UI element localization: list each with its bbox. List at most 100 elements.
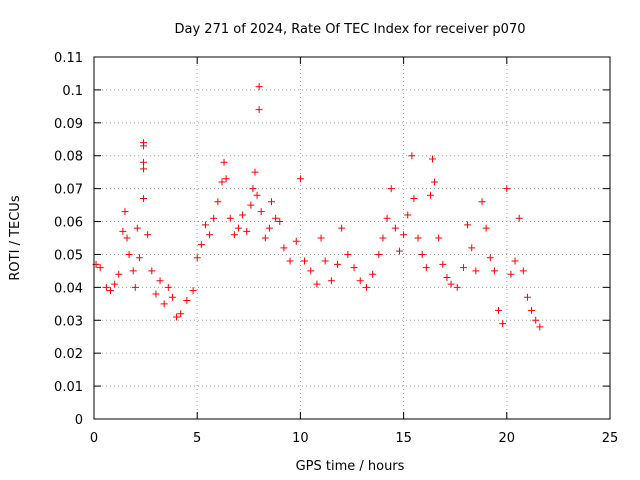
data-point xyxy=(431,178,439,186)
chart-title: Day 271 of 2024, Rate Of TEC Index for r… xyxy=(175,22,526,37)
data-point xyxy=(490,267,498,275)
data-point xyxy=(482,224,490,232)
data-point xyxy=(362,283,370,291)
data-point xyxy=(144,231,152,239)
data-point xyxy=(125,250,133,258)
data-point xyxy=(131,283,139,291)
data-point xyxy=(468,244,476,252)
data-point xyxy=(251,168,259,176)
y-tick-label: 0.03 xyxy=(54,314,83,329)
data-point xyxy=(523,293,531,301)
data-point xyxy=(133,224,141,232)
y-axis-label: ROTI / TECUs xyxy=(8,195,23,280)
data-point xyxy=(313,280,321,288)
data-point xyxy=(222,175,230,183)
data-points xyxy=(92,83,544,331)
data-point xyxy=(272,214,280,222)
data-point xyxy=(511,257,519,265)
data-point xyxy=(453,283,461,291)
data-point xyxy=(156,277,164,285)
data-point xyxy=(201,221,209,229)
data-point xyxy=(338,224,346,232)
data-point xyxy=(499,320,507,328)
data-point xyxy=(528,306,536,314)
data-point xyxy=(519,267,527,275)
data-point xyxy=(387,185,395,193)
data-point xyxy=(257,208,265,216)
data-point xyxy=(115,270,123,278)
data-point xyxy=(391,224,399,232)
data-point xyxy=(168,293,176,301)
data-point xyxy=(96,264,104,272)
data-point xyxy=(443,273,451,281)
y-tick-label: 0 xyxy=(75,413,83,428)
data-point xyxy=(102,283,110,291)
data-point xyxy=(253,191,261,199)
y-tick-label: 0.07 xyxy=(54,183,83,198)
data-point xyxy=(218,178,226,186)
data-point xyxy=(220,158,228,166)
data-point xyxy=(129,267,137,275)
data-point xyxy=(503,185,511,193)
data-point xyxy=(140,158,148,166)
data-point xyxy=(261,234,269,242)
data-point xyxy=(472,267,480,275)
data-point xyxy=(140,195,148,203)
data-point xyxy=(193,254,201,262)
data-point xyxy=(107,287,115,295)
data-point xyxy=(375,250,383,258)
data-point xyxy=(418,250,426,258)
y-tick-label: 0.01 xyxy=(54,380,83,395)
data-point xyxy=(464,221,472,229)
data-point xyxy=(243,227,251,235)
plot-frame xyxy=(93,56,611,420)
data-point xyxy=(135,254,143,262)
data-point xyxy=(478,198,486,206)
data-point xyxy=(404,211,412,219)
data-point xyxy=(121,208,129,216)
data-point xyxy=(249,185,257,193)
data-point xyxy=(400,231,408,239)
data-point xyxy=(301,257,309,265)
data-point xyxy=(350,264,358,272)
data-point xyxy=(296,175,304,183)
data-point xyxy=(356,277,364,285)
data-point xyxy=(177,310,185,318)
data-point xyxy=(183,297,191,305)
data-point xyxy=(395,247,403,255)
data-point xyxy=(435,234,443,242)
data-point xyxy=(111,280,119,288)
y-tick-label: 0.1 xyxy=(62,84,83,99)
data-point xyxy=(140,165,148,173)
data-point xyxy=(197,241,205,249)
data-point xyxy=(327,277,335,285)
x-tick-label: 25 xyxy=(602,431,619,446)
data-point xyxy=(268,198,276,206)
x-tick-label: 0 xyxy=(90,431,98,446)
x-axis-label: GPS time / hours xyxy=(296,459,405,474)
data-point xyxy=(286,257,294,265)
x-tick-label: 5 xyxy=(193,431,201,446)
data-point xyxy=(247,201,255,209)
data-point xyxy=(459,264,467,272)
y-tick-label: 0.06 xyxy=(54,216,83,231)
y-tick-label: 0.04 xyxy=(54,281,83,296)
data-point xyxy=(280,244,288,252)
x-tick-label: 10 xyxy=(292,431,309,446)
data-point xyxy=(276,218,284,226)
data-point xyxy=(226,214,234,222)
data-point xyxy=(160,300,168,308)
data-point xyxy=(383,214,391,222)
data-point xyxy=(379,234,387,242)
x-tick-label: 15 xyxy=(395,431,412,446)
data-point xyxy=(140,142,148,150)
data-point xyxy=(230,231,238,239)
data-point xyxy=(507,270,515,278)
data-point xyxy=(152,290,160,298)
data-point xyxy=(532,316,540,324)
data-point xyxy=(234,224,242,232)
data-point xyxy=(307,267,315,275)
data-point xyxy=(344,250,352,258)
